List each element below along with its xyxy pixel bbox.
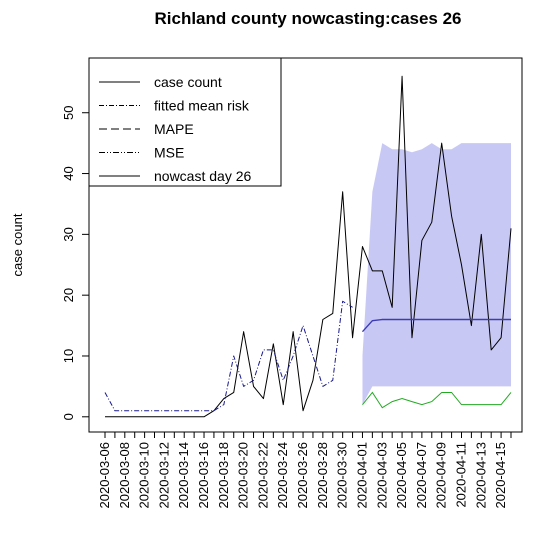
y-tick-label: 30 <box>61 227 76 241</box>
x-tick-label: 2020-04-09 <box>434 442 449 509</box>
y-axis-label: case count <box>10 213 25 276</box>
legend-entry: case count <box>154 74 222 90</box>
x-tick-label: 2020-04-05 <box>394 442 409 509</box>
x-tick-label: 2020-03-12 <box>156 442 171 509</box>
y-tick-label: 20 <box>61 288 76 302</box>
x-tick-label: 2020-04-11 <box>453 442 468 508</box>
legend-entry: MAPE <box>154 121 194 137</box>
y-tick-label: 0 <box>61 413 76 420</box>
x-tick-label: 2020-03-18 <box>216 442 231 509</box>
case-count-line <box>105 75 512 418</box>
fitted-mean-risk-line <box>104 300 353 412</box>
series-layer <box>104 75 512 418</box>
y-axis: 0 10 20 30 40 50 <box>61 105 90 420</box>
x-tick-label: 2020-03-26 <box>295 442 310 509</box>
legend-entry: nowcast day 26 <box>154 168 251 184</box>
y-tick-label: 10 <box>61 349 76 363</box>
nowcast-band-layer <box>362 143 512 409</box>
x-tick-label: 2020-03-06 <box>97 442 112 509</box>
x-axis: 2020-03-06 2020-03-08 2020-03-10 2020-03-12… <box>97 431 512 509</box>
chart-title: Richland county nowcasting:cases 26 <box>154 9 461 28</box>
x-tick-label: 2020-03-08 <box>117 442 132 509</box>
x-tick-label: 2020-03-20 <box>236 442 251 509</box>
legend-entry: MSE <box>154 145 184 161</box>
x-tick-label: 2020-04-15 <box>493 442 508 509</box>
x-tick-label: 2020-04-13 <box>473 442 488 509</box>
y-tick-label: 50 <box>61 105 76 119</box>
x-tick-label: 2020-04-01 <box>354 442 369 509</box>
x-tick-label: 2020-04-03 <box>374 442 389 509</box>
x-tick-label: 2020-03-14 <box>176 442 191 509</box>
lower-bound-line <box>362 391 512 409</box>
legend: case count fitted mean risk MAPE MSE nowcast… <box>88 57 282 187</box>
legend-entry: fitted mean risk <box>154 98 250 114</box>
x-tick-label: 2020-03-22 <box>255 442 270 509</box>
x-tick-label: 2020-03-24 <box>275 442 290 509</box>
x-tick-label: 2020-03-30 <box>335 442 350 509</box>
y-tick-label: 40 <box>61 166 76 180</box>
x-tick-label: 2020-03-28 <box>315 442 330 509</box>
x-tick-label: 2020-03-16 <box>196 442 211 509</box>
legend-box <box>88 57 282 187</box>
nowcast-day-26-line <box>361 318 511 333</box>
x-tick-label: 2020-04-07 <box>414 442 429 509</box>
x-tick-label: 2020-03-10 <box>137 442 152 509</box>
nowcast-interval-band <box>362 143 511 405</box>
